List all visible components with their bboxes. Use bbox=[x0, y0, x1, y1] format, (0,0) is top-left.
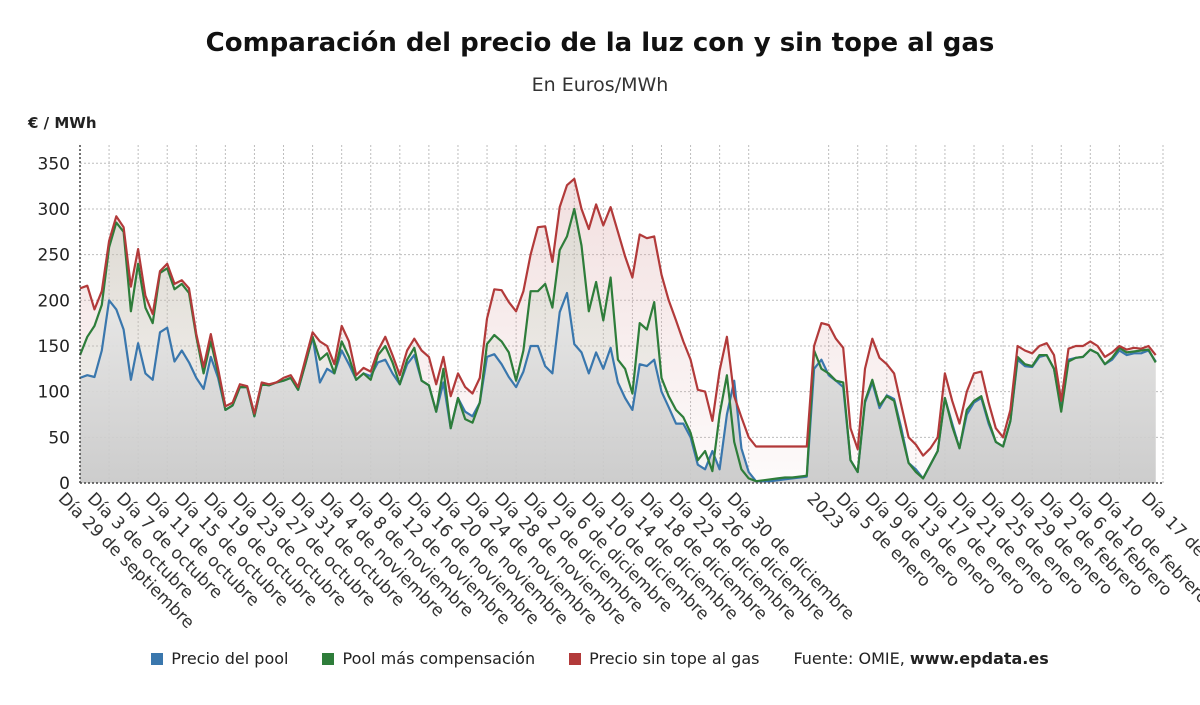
source-link[interactable]: www.epdata.es bbox=[909, 649, 1049, 668]
y-tick-label: 0 bbox=[59, 474, 70, 494]
y-tick-label: 250 bbox=[38, 246, 70, 266]
source-label: Fuente: OMIE, bbox=[793, 649, 910, 668]
series-line-precio-sin-tope bbox=[79, 177, 1157, 457]
legend-item-sin-tope: Precio sin tope al gas bbox=[569, 649, 759, 668]
y-tick-label: 350 bbox=[38, 154, 70, 174]
legend-label-compensacion: Pool más compensación bbox=[342, 649, 536, 668]
legend-swatch-pool bbox=[151, 652, 164, 665]
y-axis-label: € / MWh bbox=[28, 114, 97, 132]
line-chart: 0 50 100 150 200 250 300 350 Día 29 de septiemb… bbox=[38, 145, 1200, 633]
chart-title: Comparación del precio de la luz con y s… bbox=[205, 28, 995, 58]
axes bbox=[79, 145, 1163, 484]
y-tick-label: 150 bbox=[38, 337, 70, 357]
legend-label-pool: Precio del pool bbox=[171, 649, 289, 668]
legend-item-compensacion: Pool más compensación bbox=[322, 649, 535, 668]
series-lines bbox=[78, 177, 1157, 483]
y-tick-label: 300 bbox=[38, 200, 70, 220]
source-note: Fuente: OMIE, www.epdata.es bbox=[793, 649, 1048, 668]
y-tick-label: 100 bbox=[38, 383, 70, 403]
legend: Precio del pool Pool más compensación Pr… bbox=[0, 649, 1200, 668]
y-tick-label: 200 bbox=[38, 291, 70, 311]
y-tick-labels: 0 50 100 150 200 250 300 350 bbox=[38, 154, 70, 494]
legend-item-pool: Precio del pool bbox=[151, 649, 288, 668]
chart-subtitle: En Euros/MWh bbox=[531, 74, 669, 96]
legend-label-sin-tope: Precio sin tope al gas bbox=[589, 649, 760, 668]
y-tick-label: 50 bbox=[48, 428, 70, 448]
series-areas bbox=[80, 178, 1156, 484]
legend-swatch-compensacion bbox=[322, 652, 335, 665]
area-precio-del-pool bbox=[80, 293, 1156, 483]
legend-swatch-sin-tope bbox=[569, 652, 582, 665]
